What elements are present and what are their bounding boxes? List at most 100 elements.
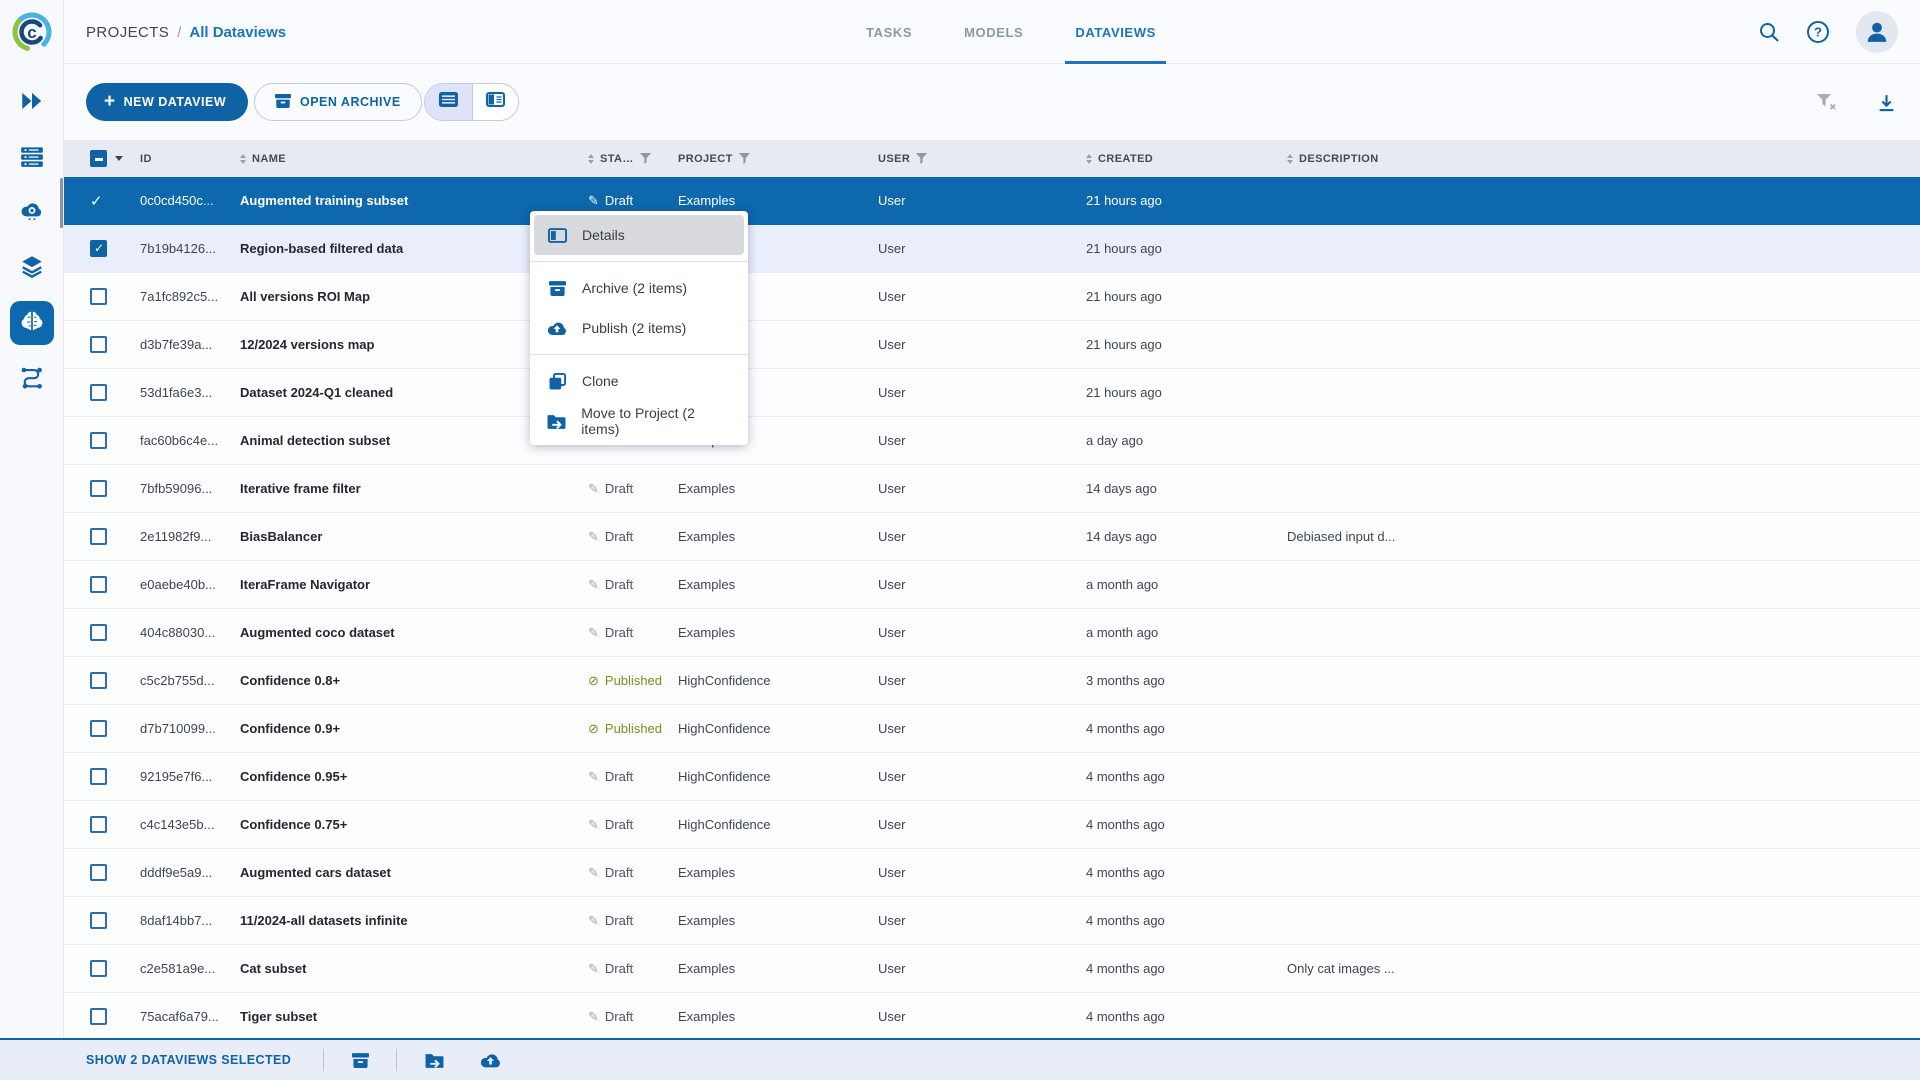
table-row[interactable]: ✓ 7a1fc892c5... All versions ROI Map Use… [64,273,1920,321]
menu-item-clone[interactable]: Clone [534,361,744,401]
row-checkbox[interactable] [90,960,107,977]
top-header: PROJECTS / All Dataviews TASKS MODELS DA… [64,0,1920,64]
table-row[interactable]: ✓ 2e11982f9... BiasBalancer ✎ Draft Exam… [64,513,1920,561]
table-row[interactable]: ✓ 53d1fa6e3... Dataset 2024-Q1 cleaned U… [64,369,1920,417]
show-selected-button[interactable]: SHOW 2 DATAVIEWS SELECTED [86,1053,291,1067]
table-row[interactable]: ✓ 0c0cd450c... Augmented training subset… [64,177,1920,225]
search-icon[interactable] [1758,21,1780,43]
breadcrumb-projects[interactable]: PROJECTS [86,24,169,41]
row-name[interactable]: Confidence 0.9+ [240,721,588,736]
row-checkbox[interactable] [90,816,107,833]
publish-selected-icon[interactable] [473,1052,507,1069]
row-name[interactable]: Cat subset [240,961,588,976]
tab-tasks[interactable]: TASKS [862,0,916,64]
row-name[interactable]: Tiger subset [240,1009,588,1024]
table-row[interactable]: ✓ c2e581a9e... Cat subset ✎ Draft Exampl… [64,945,1920,993]
filter-icon[interactable] [640,153,651,164]
tab-models[interactable]: MODELS [960,0,1027,64]
row-checkbox[interactable] [90,672,107,689]
table-row[interactable]: ✓ 7b19b4126... Region-based filtered dat… [64,225,1920,273]
select-all-checkbox[interactable] [90,150,107,167]
row-id: 404c88030... [140,625,240,640]
split-view-toggle[interactable] [472,84,519,120]
menu-item-publish[interactable]: Publish (2 items) [534,308,744,348]
row-checkbox[interactable] [90,384,107,401]
column-header-description[interactable]: DESCRIPTION [1287,153,1920,165]
sort-icon[interactable] [1086,154,1092,164]
sort-icon[interactable] [588,154,594,164]
row-name[interactable]: 11/2024-all datasets infinite [240,913,588,928]
table-row[interactable]: ✓ dddf9e5a9... Augmented cars dataset ✎ … [64,849,1920,897]
details-icon [547,228,567,243]
breadcrumb-current[interactable]: All Dataviews [189,24,286,41]
column-header-id[interactable]: ID [140,153,240,165]
row-name[interactable]: Confidence 0.95+ [240,769,588,784]
row-checkbox[interactable] [90,1008,107,1025]
new-dataview-button[interactable]: + NEW DATAVIEW [86,83,248,121]
clear-filters-icon[interactable] [1816,93,1837,111]
sidebar-item-projects[interactable] [10,81,54,125]
column-header-name[interactable]: NAME [240,153,588,165]
menu-item-move[interactable]: Move to Project (2 items) [534,401,744,441]
row-checkbox[interactable] [90,768,107,785]
row-name[interactable]: IteraFrame Navigator [240,577,588,592]
row-name[interactable]: Iterative frame filter [240,481,588,496]
row-name[interactable]: Augmented training subset [240,193,588,208]
column-header-created[interactable]: CREATED [1086,153,1287,165]
help-icon[interactable]: ? [1806,20,1830,44]
move-selected-icon[interactable] [417,1053,451,1068]
table-view-toggle[interactable] [425,84,472,120]
table-row[interactable]: ✓ d3b7fe39a... 12/2024 versions map User… [64,321,1920,369]
menu-item-archive[interactable]: Archive (2 items) [534,268,744,308]
column-header-status[interactable]: STA… [588,153,678,165]
filter-icon[interactable] [739,153,750,164]
row-checkbox[interactable] [90,864,107,881]
menu-item-details[interactable]: Details [534,215,744,255]
sidebar-item-datasets[interactable] [10,246,54,290]
status-icon: ✎ [588,817,599,833]
tab-dataviews[interactable]: DATAVIEWS [1071,0,1160,64]
sort-icon[interactable] [240,154,246,164]
row-name[interactable]: Confidence 0.8+ [240,673,588,688]
user-avatar[interactable] [1856,11,1898,53]
row-name[interactable]: Augmented coco dataset [240,625,588,640]
row-checkbox[interactable] [90,240,107,257]
row-name[interactable]: Augmented cars dataset [240,865,588,880]
column-header-project[interactable]: PROJECT [678,153,878,165]
sidebar-item-hyperdatasets[interactable] [10,301,54,345]
download-icon[interactable] [1877,93,1896,112]
table-row[interactable]: ✓ 75acaf6a79... Tiger subset ✎ Draft Exa… [64,993,1920,1041]
table-row[interactable]: ✓ fac60b6c4e... Animal detection subset … [64,417,1920,465]
table-row[interactable]: ✓ c4c143e5b... Confidence 0.75+ ✎ Draft … [64,801,1920,849]
row-name[interactable]: BiasBalancer [240,529,588,544]
sidebar-item-pipelines[interactable] [10,356,54,400]
table-row[interactable]: ✓ d7b710099... Confidence 0.9+ ⊘ Publish… [64,705,1920,753]
row-created: 21 hours ago [1086,289,1287,304]
row-checkbox[interactable] [90,912,107,929]
column-header-user[interactable]: USER [878,153,1086,165]
selection-menu-caret-icon[interactable] [115,156,123,161]
row-checkbox[interactable] [90,480,107,497]
row-checkbox[interactable] [90,288,107,305]
row-checkbox[interactable] [90,432,107,449]
table-row[interactable]: ✓ 7bfb59096... Iterative frame filter ✎ … [64,465,1920,513]
row-name[interactable]: Confidence 0.75+ [240,817,588,832]
row-checkbox[interactable] [90,576,107,593]
table-row[interactable]: ✓ c5c2b755d... Confidence 0.8+ ⊘ Publish… [64,657,1920,705]
table-row[interactable]: ✓ 8daf14bb7... 11/2024-all datasets infi… [64,897,1920,945]
sidebar-item-workers[interactable] [10,191,54,235]
row-checkbox[interactable] [90,720,107,737]
archive-selected-icon[interactable] [343,1053,377,1068]
app-logo[interactable]: c [0,0,64,64]
table-row[interactable]: ✓ 92195e7f6... Confidence 0.95+ ✎ Draft … [64,753,1920,801]
sort-icon[interactable] [1287,154,1293,164]
filter-icon[interactable] [916,153,927,164]
row-checkbox[interactable] [90,336,107,353]
sidebar-scrollbar[interactable] [60,178,63,228]
open-archive-button[interactable]: OPEN ARCHIVE [254,83,422,121]
row-checkbox[interactable] [90,624,107,641]
sidebar-item-queues[interactable] [10,136,54,180]
table-row[interactable]: ✓ 404c88030... Augmented coco dataset ✎ … [64,609,1920,657]
row-checkbox[interactable] [90,528,107,545]
table-row[interactable]: ✓ e0aebe40b... IteraFrame Navigator ✎ Dr… [64,561,1920,609]
